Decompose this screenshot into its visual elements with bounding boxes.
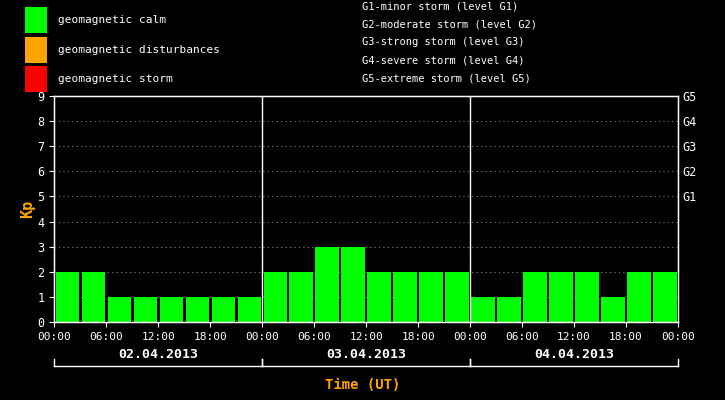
Bar [471,297,494,322]
Bar [575,272,599,322]
Bar [56,272,79,322]
Bar [82,272,105,322]
Text: G4-severe storm (level G4): G4-severe storm (level G4) [362,55,525,65]
Bar [186,297,209,322]
Bar [133,297,157,322]
Bar [653,272,676,322]
Text: 03.04.2013: 03.04.2013 [326,348,406,360]
Text: geomagnetic disturbances: geomagnetic disturbances [58,45,220,55]
Bar [445,272,469,322]
Text: 02.04.2013: 02.04.2013 [118,348,199,360]
Bar [107,297,131,322]
Text: G1-minor storm (level G1): G1-minor storm (level G1) [362,2,519,12]
Bar [368,272,391,322]
Bar [523,272,547,322]
Bar [601,297,625,322]
Y-axis label: Kp: Kp [20,200,35,218]
Bar [550,272,573,322]
Text: G2-moderate storm (level G2): G2-moderate storm (level G2) [362,19,537,29]
Text: geomagnetic storm: geomagnetic storm [58,74,173,84]
Bar [238,297,261,322]
Bar [394,272,417,322]
Bar [289,272,313,322]
Text: 04.04.2013: 04.04.2013 [534,348,614,360]
Text: G5-extreme storm (level G5): G5-extreme storm (level G5) [362,73,531,83]
Text: Time (UT): Time (UT) [325,378,400,392]
Bar [263,272,287,322]
Bar [419,272,443,322]
Bar [25,66,47,92]
Bar [212,297,235,322]
Bar [160,297,183,322]
Bar [497,297,521,322]
Bar [627,272,650,322]
Bar [25,37,47,62]
Bar [315,247,339,322]
Bar [341,247,365,322]
Text: G3-strong storm (level G3): G3-strong storm (level G3) [362,37,525,47]
Text: geomagnetic calm: geomagnetic calm [58,15,166,25]
Bar [25,7,47,33]
